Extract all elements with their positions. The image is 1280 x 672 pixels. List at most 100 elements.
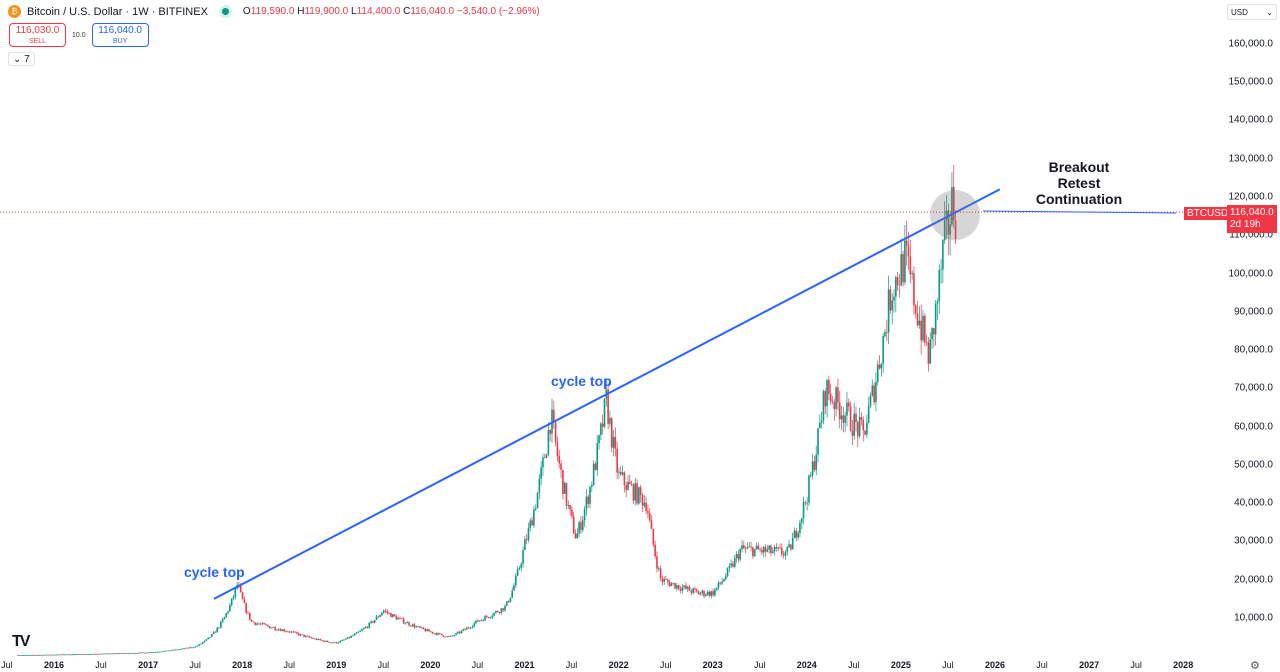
- annotation-text[interactable]: Breakout Retest Continuation: [1035, 159, 1123, 207]
- candle-body: [761, 549, 763, 553]
- candle-body: [638, 487, 640, 504]
- candle-body: [732, 563, 734, 567]
- candle-body: [705, 594, 707, 596]
- candle-body: [462, 629, 465, 631]
- y-tick-label: 120,000.0: [1228, 191, 1274, 203]
- candle-body: [486, 616, 488, 618]
- candle-body: [39, 654, 41, 656]
- candle-body: [232, 596, 235, 599]
- candle-body: [265, 624, 267, 626]
- candle-body: [563, 482, 566, 494]
- candle-body: [91, 653, 94, 655]
- candle-body: [174, 649, 177, 651]
- candle-body: [64, 654, 67, 656]
- candle-body: [802, 502, 805, 519]
- candle-body: [348, 637, 351, 639]
- candle-body: [808, 475, 810, 503]
- settings-icon[interactable]: ⚙: [1250, 660, 1260, 672]
- candle-body: [706, 591, 709, 595]
- candle-body: [317, 639, 320, 640]
- candle-body: [17, 655, 19, 656]
- candle-body: [125, 653, 128, 654]
- candle-body: [93, 653, 95, 655]
- candle-body: [683, 585, 685, 588]
- candle-body: [524, 539, 526, 551]
- candle-body: [122, 653, 124, 655]
- candle-body: [382, 610, 385, 613]
- candle-body: [355, 632, 358, 634]
- candle-body: [243, 599, 246, 604]
- candle-body: [198, 644, 200, 646]
- x-tick-label: Jul: [377, 660, 390, 670]
- candle-body: [234, 588, 237, 597]
- candle-body: [357, 631, 360, 633]
- candle-body: [804, 502, 807, 503]
- candle-body: [889, 289, 892, 311]
- symbol-header: ₿ Bitcoin / U.S. Dollar · 1W · BITFINEX …: [8, 5, 540, 18]
- candle-body: [560, 463, 562, 471]
- candle-body: [140, 652, 143, 654]
- y-tick-label: 20,000.0: [1234, 574, 1273, 586]
- candle-body: [505, 601, 508, 606]
- candle-body: [594, 463, 597, 471]
- candle-body: [69, 654, 72, 656]
- candle-body: [87, 654, 90, 655]
- indicators-toggle[interactable]: ⌄ 7: [8, 52, 35, 66]
- candle-body: [840, 415, 843, 420]
- candle-body: [187, 647, 190, 649]
- candle-body: [366, 626, 369, 628]
- candle-body: [364, 626, 367, 629]
- sell-button[interactable]: 116,030.0 SELL: [9, 23, 66, 47]
- candle-body: [225, 613, 228, 617]
- candle-body: [768, 545, 770, 550]
- candle-body: [739, 549, 742, 560]
- candle-body: [381, 612, 383, 616]
- candle-body: [80, 654, 83, 656]
- candle-body: [522, 550, 524, 564]
- candle-body: [111, 653, 114, 655]
- candle-body: [308, 636, 311, 638]
- candle-body: [813, 461, 816, 470]
- buy-button[interactable]: 116,040.0 BUY: [91, 23, 149, 47]
- candle-body: [650, 520, 653, 530]
- candle-body: [209, 637, 211, 638]
- candle-body: [583, 509, 586, 521]
- candle-body: [397, 618, 399, 620]
- candle-body: [435, 633, 437, 635]
- candle-body: [363, 628, 365, 630]
- candle-body: [303, 634, 305, 637]
- candle-body: [424, 629, 427, 632]
- candle-body: [819, 422, 821, 429]
- currency-select[interactable]: USD ⌄: [1227, 4, 1277, 20]
- cycle-top-label[interactable]: cycle top: [551, 373, 612, 389]
- candle-body: [259, 623, 262, 625]
- candle-body: [880, 363, 883, 369]
- candle-body: [115, 653, 117, 655]
- candle-body: [938, 270, 941, 301]
- candle-body: [694, 588, 696, 590]
- candle-body: [835, 387, 837, 409]
- candle-body: [940, 269, 942, 271]
- candle-body: [945, 210, 948, 220]
- candle-body: [571, 509, 573, 517]
- candle-body: [645, 502, 647, 512]
- candle-body: [589, 486, 591, 504]
- candle-body: [442, 635, 445, 637]
- candle-body: [30, 654, 32, 656]
- candle-body: [239, 585, 242, 593]
- candle-body: [828, 380, 830, 395]
- candle-body: [182, 648, 184, 650]
- candle-body: [773, 546, 776, 552]
- candle-body: [831, 401, 834, 403]
- x-tick-label: 2025: [890, 660, 911, 670]
- candle-body: [869, 395, 872, 406]
- candle-body: [809, 475, 812, 477]
- candle-body: [35, 654, 38, 656]
- candle-body: [750, 546, 752, 548]
- symbol-title[interactable]: Bitcoin / U.S. Dollar · 1W · BITFINEX: [27, 5, 208, 18]
- tradingview-logo[interactable]: TV: [12, 633, 31, 650]
- candle-body: [569, 505, 571, 510]
- candle-body: [458, 631, 461, 634]
- cycle-top-label[interactable]: cycle top: [184, 564, 245, 580]
